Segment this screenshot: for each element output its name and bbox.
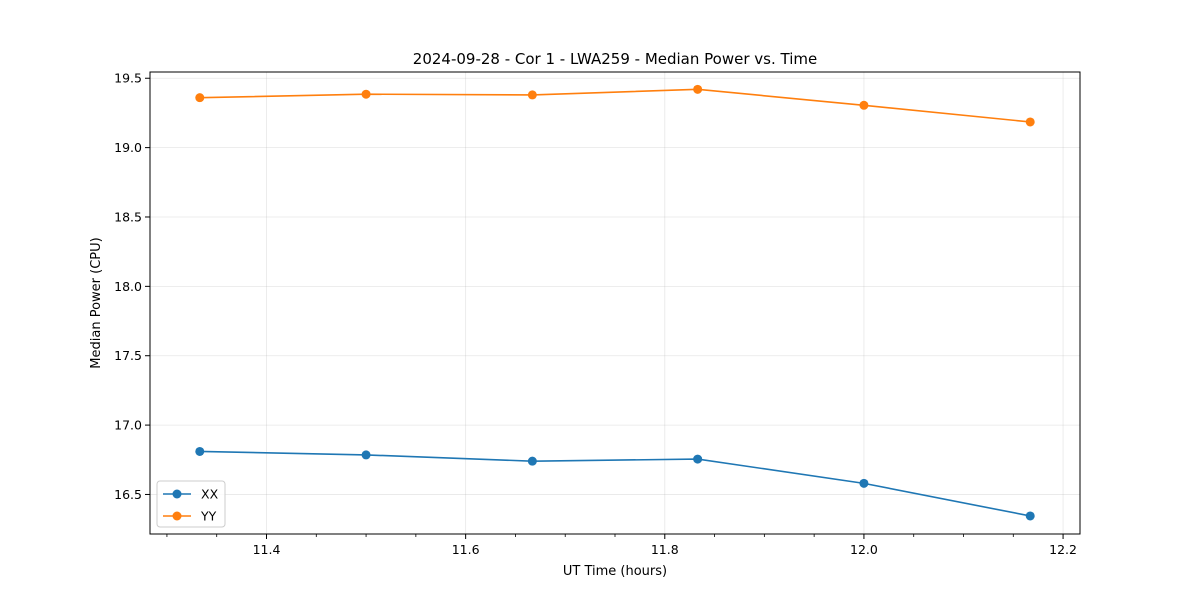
y-tick-label: 18.5 <box>114 209 142 224</box>
x-tick-label: 11.8 <box>651 542 679 557</box>
legend-swatch-marker <box>172 511 182 521</box>
series-xx-point <box>195 446 205 456</box>
legend-label: YY <box>200 509 217 524</box>
legend-item-yy: YY <box>163 509 217 524</box>
chart-title: 2024-09-28 - Cor 1 - LWA259 - Median Pow… <box>413 50 817 68</box>
y-axis-label: Median Power (CPU) <box>89 237 104 368</box>
legend-swatch-marker <box>172 489 182 499</box>
y-tick-label: 18.0 <box>114 279 142 294</box>
x-tick-label: 12.2 <box>1049 542 1077 557</box>
series-yy-point <box>361 89 371 99</box>
series-layer <box>195 84 1035 521</box>
y-tick-label: 19.0 <box>114 140 142 155</box>
legend-label: XX <box>201 487 219 502</box>
series-xx-point <box>361 450 371 460</box>
series-yy-point <box>1025 117 1035 127</box>
series-yy-point <box>527 90 537 100</box>
y-tick-label: 17.0 <box>114 418 142 433</box>
series-xx-point <box>693 454 703 464</box>
y-tick-label: 17.5 <box>114 348 142 363</box>
grid-layer <box>150 72 1080 534</box>
x-tick-label: 11.4 <box>253 542 281 557</box>
series-xx-line <box>199 450 1031 517</box>
x-tick-label: 11.6 <box>452 542 480 557</box>
series-yy-point <box>195 93 205 103</box>
series-yy-point <box>693 84 703 94</box>
y-tick-label: 16.5 <box>114 487 142 502</box>
legend-item-xx: XX <box>163 487 219 502</box>
legend: XX YY <box>156 480 226 528</box>
x-tick-label: 12.0 <box>850 542 878 557</box>
series-xx <box>195 446 1035 521</box>
y-tick-label: 19.5 <box>114 71 142 86</box>
ticks-layer: 11.4 11.6 11.8 12.0 12.2 16.5 17.0 17.5 18.0 18.5… <box>114 71 1077 557</box>
series-xx-point <box>1025 511 1035 521</box>
series-yy-point <box>859 100 869 110</box>
series-xx-point <box>859 478 869 488</box>
series-yy <box>195 84 1035 127</box>
series-xx-point <box>527 456 537 466</box>
series-yy-line <box>199 88 1031 123</box>
x-axis-label: UT Time (hours) <box>563 564 667 579</box>
